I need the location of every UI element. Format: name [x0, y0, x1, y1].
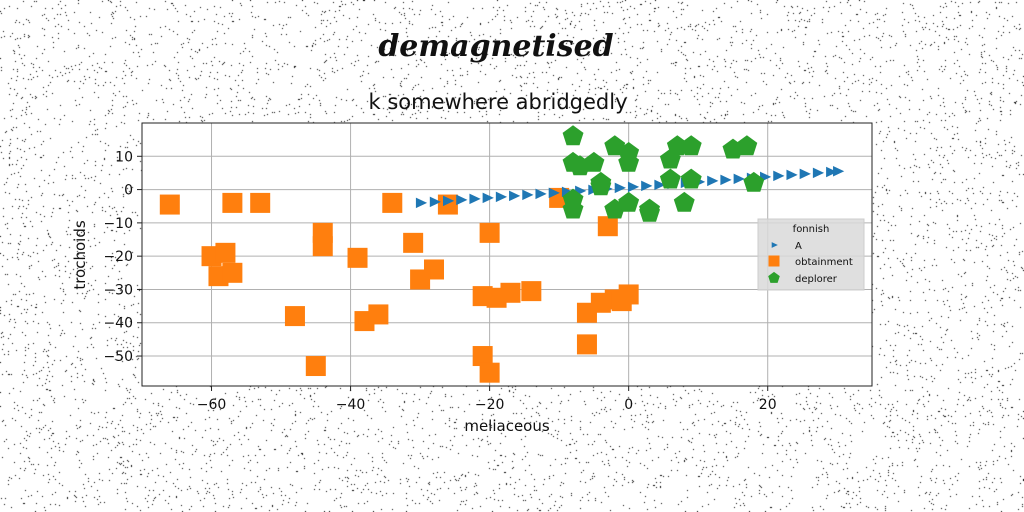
data-point-a — [720, 174, 732, 186]
data-point-a — [812, 167, 825, 179]
data-point-obtainment — [284, 306, 305, 327]
data-point-deplorer — [639, 201, 660, 222]
data-point-obtainment — [368, 304, 389, 325]
x-tick-label: −60 — [197, 397, 227, 413]
data-point-a — [429, 196, 441, 208]
data-point-obtainment — [382, 192, 403, 213]
data-point-deplorer — [666, 135, 688, 156]
y-axis-label: trochoids — [71, 220, 89, 290]
data-point-a — [733, 173, 745, 185]
data-point-obtainment — [437, 194, 458, 215]
x-tick-label: −40 — [336, 397, 366, 413]
data-point-a — [495, 191, 508, 203]
data-point-deplorer — [659, 168, 681, 189]
data-point-a — [833, 166, 845, 177]
series-layer — [159, 125, 845, 383]
data-point-a — [561, 186, 574, 198]
data-point-obtainment — [159, 194, 180, 215]
y-tick-label: −20 — [103, 249, 133, 265]
data-point-a — [641, 180, 653, 192]
data-point-a — [535, 188, 547, 200]
data-point-deplorer — [680, 135, 702, 156]
y-tick-label: −10 — [103, 216, 133, 232]
data-point-deplorer — [590, 175, 612, 196]
x-axis-label: meliaceous — [464, 417, 550, 435]
legend-marker-deplorer — [768, 271, 780, 283]
data-point-a — [443, 195, 455, 207]
series-deplorer — [562, 125, 765, 222]
chart-suptitle: demagnetised — [378, 29, 613, 64]
data-point-a — [509, 190, 521, 202]
y-tick-label: 10 — [115, 149, 133, 165]
data-point-a — [786, 169, 798, 181]
chart-title: k somewhere abridgedly — [368, 90, 627, 114]
data-point-obtainment — [347, 247, 368, 268]
data-point-a — [415, 197, 428, 209]
series-obtainment — [159, 187, 639, 383]
legend-label-obtainment: obtainment — [795, 257, 853, 268]
data-point-obtainment — [215, 242, 236, 263]
data-point-obtainment — [472, 346, 493, 367]
data-point-obtainment — [611, 291, 632, 312]
data-point-obtainment — [500, 282, 521, 303]
data-point-deplorer — [743, 171, 765, 192]
data-point-obtainment — [479, 362, 500, 383]
data-point-obtainment — [222, 192, 243, 213]
data-point-obtainment — [597, 216, 618, 237]
data-point-a — [614, 182, 626, 194]
data-point-deplorer — [673, 191, 695, 212]
y-tick-label: −40 — [103, 316, 133, 332]
legend-markers — [768, 242, 780, 283]
data-point-obtainment — [410, 269, 431, 290]
legend-marker-obtainment — [768, 255, 780, 267]
data-point-obtainment — [312, 236, 333, 257]
data-point-a — [522, 189, 534, 201]
data-point-deplorer — [618, 191, 640, 212]
data-point-a — [469, 193, 481, 205]
data-point-a — [799, 168, 811, 180]
data-point-a — [482, 192, 494, 204]
data-point-obtainment — [479, 222, 500, 243]
legend: fonnish A obtainment deplorer — [757, 218, 865, 291]
data-point-obtainment — [305, 356, 326, 377]
data-point-obtainment — [403, 232, 424, 253]
data-point-a — [456, 194, 468, 206]
data-point-obtainment — [521, 281, 542, 302]
data-point-deplorer — [618, 142, 640, 162]
data-point-a — [654, 179, 666, 191]
legend-title: fonnish — [793, 224, 830, 235]
data-point-deplorer — [583, 151, 605, 172]
legend-label-deplorer: deplorer — [795, 274, 838, 285]
data-point-a — [707, 175, 719, 187]
data-point-a — [826, 166, 838, 178]
x-tick-label: −20 — [475, 397, 505, 413]
data-point-deplorer — [562, 125, 584, 146]
data-point-a — [627, 181, 640, 193]
y-tick-label: 0 — [124, 183, 133, 199]
data-point-a — [773, 170, 785, 182]
data-point-deplorer — [680, 168, 702, 189]
plot-frame — [141, 122, 873, 387]
x-tick-label: 0 — [624, 397, 633, 413]
data-point-deplorer — [736, 135, 758, 156]
x-tick-label: 20 — [759, 397, 777, 413]
legend-label-a: A — [795, 241, 802, 252]
y-tick-label: −30 — [103, 282, 133, 298]
y-tick-label: −50 — [103, 349, 133, 365]
data-point-deplorer — [562, 198, 584, 219]
axis-ticks: −60 −40 −20 0 20 −50 −40 −30 −20 −10 0 10 — [103, 149, 776, 413]
data-point-obtainment — [222, 262, 243, 283]
legend-marker-a — [771, 242, 778, 248]
data-point-obtainment — [576, 334, 597, 355]
data-point-obtainment — [250, 192, 271, 213]
plot-area — [142, 123, 872, 386]
data-point-a — [548, 187, 560, 199]
